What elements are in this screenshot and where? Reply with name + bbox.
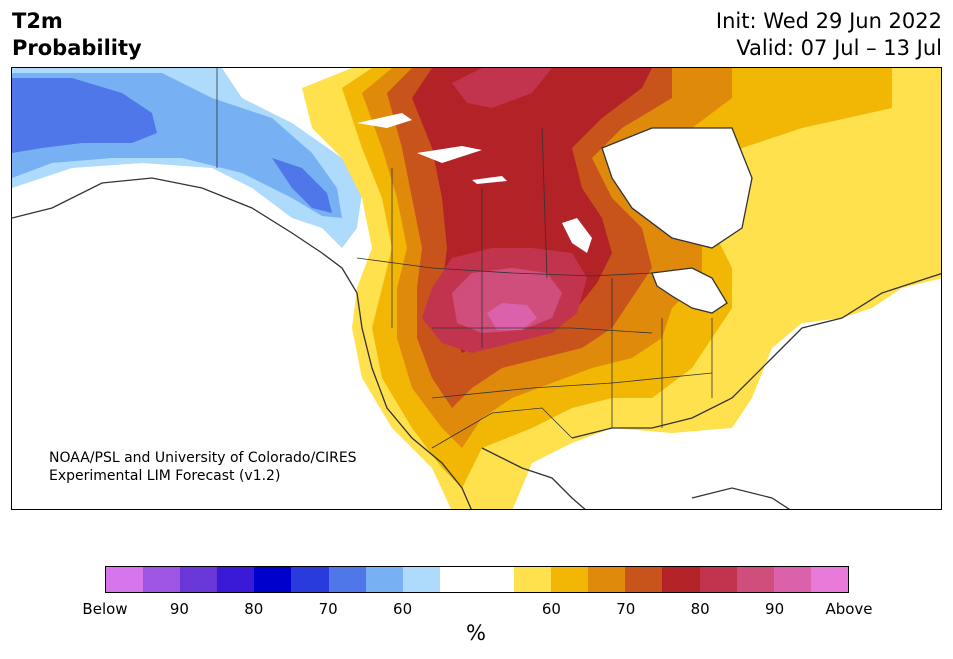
lake-bear xyxy=(357,113,412,128)
colorbar-tick-label: 80 xyxy=(244,600,264,618)
colorbar-tick-label: 80 xyxy=(690,600,710,618)
lake-athabasca xyxy=(472,176,507,184)
map-panel xyxy=(11,67,942,510)
colorbar-segment xyxy=(699,567,737,592)
colorbar-tick-label: Below xyxy=(82,600,128,618)
colorbar-tick-label: 60 xyxy=(541,600,561,618)
colorbar-segment xyxy=(402,567,440,592)
colorbar-segment xyxy=(217,567,255,592)
lake-winnipeg xyxy=(562,218,592,253)
colorbar-segment xyxy=(180,567,218,592)
colorbar-segment xyxy=(143,567,181,592)
colorbar-segment xyxy=(773,567,811,592)
warm-95-region xyxy=(487,303,537,330)
credit-line-1: NOAA/PSL and University of Colorado/CIRE… xyxy=(49,450,357,466)
colorbar-segment xyxy=(328,567,366,592)
init-date: Init: Wed 29 Jun 2022 xyxy=(715,9,942,33)
colorbar-segment xyxy=(254,567,292,592)
coastlines xyxy=(12,127,941,509)
map-title: T2m Probability xyxy=(12,8,142,62)
colorbar xyxy=(105,566,849,593)
title-variable: T2m xyxy=(12,9,63,33)
colorbar-tick-label: 60 xyxy=(393,600,413,618)
colorbar-tick-label: 70 xyxy=(616,600,636,618)
colorbar-segment xyxy=(588,567,626,592)
title-product: Probability xyxy=(12,36,142,60)
probability-map xyxy=(12,68,941,509)
colorbar-tick-label: 70 xyxy=(318,600,338,618)
colorbar-segment xyxy=(365,567,403,592)
data-credit: NOAA/PSL and University of Colorado/CIRE… xyxy=(49,449,357,485)
lake-slave xyxy=(417,146,482,163)
colorbar-tick-label: 90 xyxy=(169,600,189,618)
cold-80-region xyxy=(12,78,157,153)
warm-85-region xyxy=(452,68,552,108)
colorbar-unit: % xyxy=(466,621,486,645)
valid-range: Valid: 07 Jul – 13 Jul xyxy=(736,36,942,60)
cold-80-region-east xyxy=(272,158,332,213)
colorbar-segment xyxy=(291,567,329,592)
colorbar-segment xyxy=(106,567,144,592)
colorbar-segment xyxy=(810,567,848,592)
political-borders xyxy=(216,68,713,449)
hudson-bay xyxy=(602,128,752,248)
forecast-dates: Init: Wed 29 Jun 2022 Valid: 07 Jul – 13… xyxy=(716,8,942,62)
colorbar-segment xyxy=(662,567,700,592)
colorbar-segment xyxy=(551,567,589,592)
colorbar-segment xyxy=(476,567,515,592)
colorbar-segment xyxy=(736,567,774,592)
colorbar-segment xyxy=(514,567,552,592)
credit-line-2: Experimental LIM Forecast (v1.2) xyxy=(49,468,281,484)
colorbar-tick-label: Above xyxy=(825,600,873,618)
great-lakes xyxy=(652,268,727,313)
colorbar-tick-label: 90 xyxy=(765,600,785,618)
colorbar-segment xyxy=(439,567,477,592)
colorbar-segment xyxy=(625,567,663,592)
